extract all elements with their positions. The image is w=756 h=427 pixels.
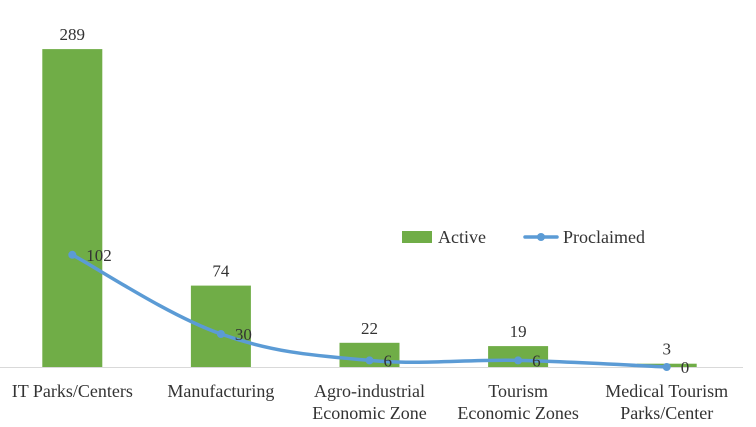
bar-value-label-4: 3	[662, 340, 671, 359]
x-tick-label-line: Manufacturing	[167, 381, 274, 401]
x-tick-label-1: Manufacturing	[167, 381, 274, 401]
legend-swatch-active	[402, 231, 432, 243]
x-tick-label-2: Agro-industrial Economic Zone	[312, 381, 426, 423]
point-proclaimed-3	[514, 356, 523, 365]
x-tick-label-3: Tourism Economic Zones	[457, 381, 578, 423]
bar-value-label-3: 19	[510, 322, 527, 341]
labels-layer: 289 74 22 19 3 102 30 6 6 0	[60, 25, 690, 377]
line-value-label-2: 6	[384, 351, 393, 370]
point-proclaimed-4	[662, 363, 671, 371]
point-proclaimed-2	[365, 356, 374, 365]
x-tick-label-line: Agro-industrial	[314, 381, 425, 401]
bar-active-0	[42, 49, 103, 367]
bar-value-label-1: 74	[212, 262, 230, 281]
line-value-label-0: 102	[86, 246, 112, 265]
axis-layer: IT Parks/Centers Manufacturing Agro-indust…	[0, 367, 743, 423]
line-value-label-3: 6	[532, 351, 541, 370]
x-tick-label-line: Tourism	[488, 381, 548, 401]
point-proclaimed-0	[68, 250, 77, 259]
x-tick-label-line: Economic Zone	[312, 403, 426, 423]
line-value-label-1: 30	[235, 325, 252, 344]
line-value-label-4: 0	[681, 358, 690, 377]
x-tick-label-4: Medical Tourism Parks/Center	[605, 381, 728, 423]
x-tick-label-0: IT Parks/Centers	[12, 381, 133, 401]
legend: Active Proclaimed	[402, 227, 645, 247]
legend-marker-proclaimed	[537, 233, 545, 241]
point-proclaimed-1	[216, 330, 225, 338]
bar-value-label-2: 22	[361, 319, 378, 338]
legend-label-proclaimed: Proclaimed	[563, 227, 645, 247]
x-tick-label-line: Medical Tourism	[605, 381, 728, 401]
bar-value-label-0: 289	[60, 25, 86, 44]
x-tick-label-line: Parks/Center	[620, 403, 713, 423]
line-layer	[68, 250, 671, 371]
x-tick-label-line: IT Parks/Centers	[12, 381, 133, 401]
legend-label-active: Active	[438, 227, 486, 247]
x-tick-label-line: Economic Zones	[457, 403, 578, 423]
